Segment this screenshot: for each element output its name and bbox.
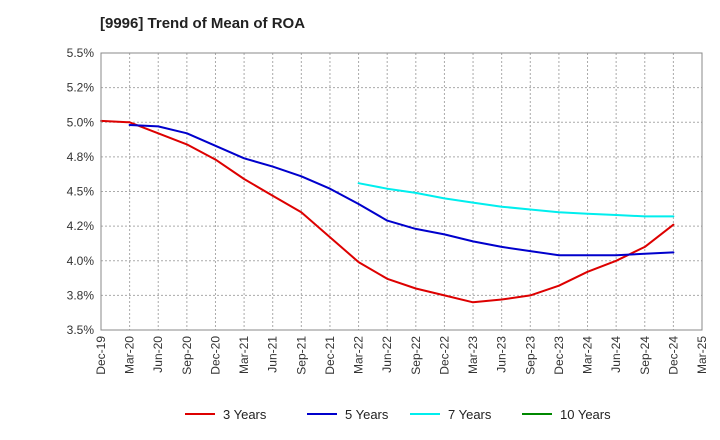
series-lines (100, 119, 675, 304)
y-tick-label: 4.8% (67, 150, 95, 164)
series-line-5-years (128, 124, 675, 257)
y-tick-label: 4.0% (67, 254, 95, 268)
x-tick-label: Mar-23 (466, 336, 480, 374)
x-tick-label: Sep-20 (180, 336, 194, 375)
x-tick-label: Sep-23 (523, 336, 537, 375)
x-tick-label: Mar-20 (123, 336, 137, 374)
x-tick-label: Dec-19 (94, 336, 108, 375)
plot-frame (100, 52, 703, 331)
x-tick-label: Mar-25 (695, 336, 709, 374)
x-tick-label: Dec-22 (437, 336, 451, 375)
legend-label-3-years: 3 Years (223, 407, 267, 422)
x-tick-label: Sep-22 (409, 336, 423, 375)
y-tick-label: 5.5% (67, 46, 95, 60)
y-tick-label: 5.0% (67, 115, 95, 129)
x-axis: Dec-19 Mar-20 Jun-20 Sep-20 Dec-20 Mar-21 Jun-… (94, 336, 709, 375)
x-tick-label: Sep-24 (638, 336, 652, 375)
legend-label-7-years: 7 Years (448, 407, 492, 422)
y-tick-label: 3.8% (67, 288, 95, 302)
chart-title: [9996] Trend of Mean of ROA (100, 15, 305, 32)
legend: 3 Years 5 Years 7 Years 10 Years (185, 407, 611, 422)
series-line-3-years (100, 119, 675, 304)
x-tick-label: Dec-24 (666, 336, 680, 375)
x-tick-label: Sep-21 (294, 336, 308, 375)
y-tick-label: 3.5% (67, 323, 95, 337)
x-tick-label: Jun-22 (380, 336, 394, 373)
x-tick-label: Jun-21 (266, 336, 280, 373)
x-tick-label: Mar-22 (352, 336, 366, 374)
series-line-7-years (357, 182, 675, 218)
x-tick-label: Dec-23 (552, 336, 566, 375)
x-tick-label: Mar-21 (237, 336, 251, 374)
y-tick-label: 5.2% (67, 81, 95, 95)
x-tick-label: Jun-20 (151, 336, 165, 373)
x-tick-label: Jun-23 (495, 336, 509, 373)
y-tick-label: 4.5% (67, 185, 95, 199)
y-tick-label: 4.2% (67, 219, 95, 233)
x-tick-label: Dec-20 (208, 336, 222, 375)
x-tick-label: Jun-24 (609, 336, 623, 373)
legend-label-10-years: 10 Years (560, 407, 611, 422)
y-axis: 3.5% 3.8% 4.0% 4.2% 4.5% 4.8% 5.0% 5.2% 5.5% (67, 46, 95, 337)
x-tick-label: Dec-21 (323, 336, 337, 375)
legend-label-5-years: 5 Years (345, 407, 389, 422)
x-tick-label: Mar-24 (581, 336, 595, 374)
